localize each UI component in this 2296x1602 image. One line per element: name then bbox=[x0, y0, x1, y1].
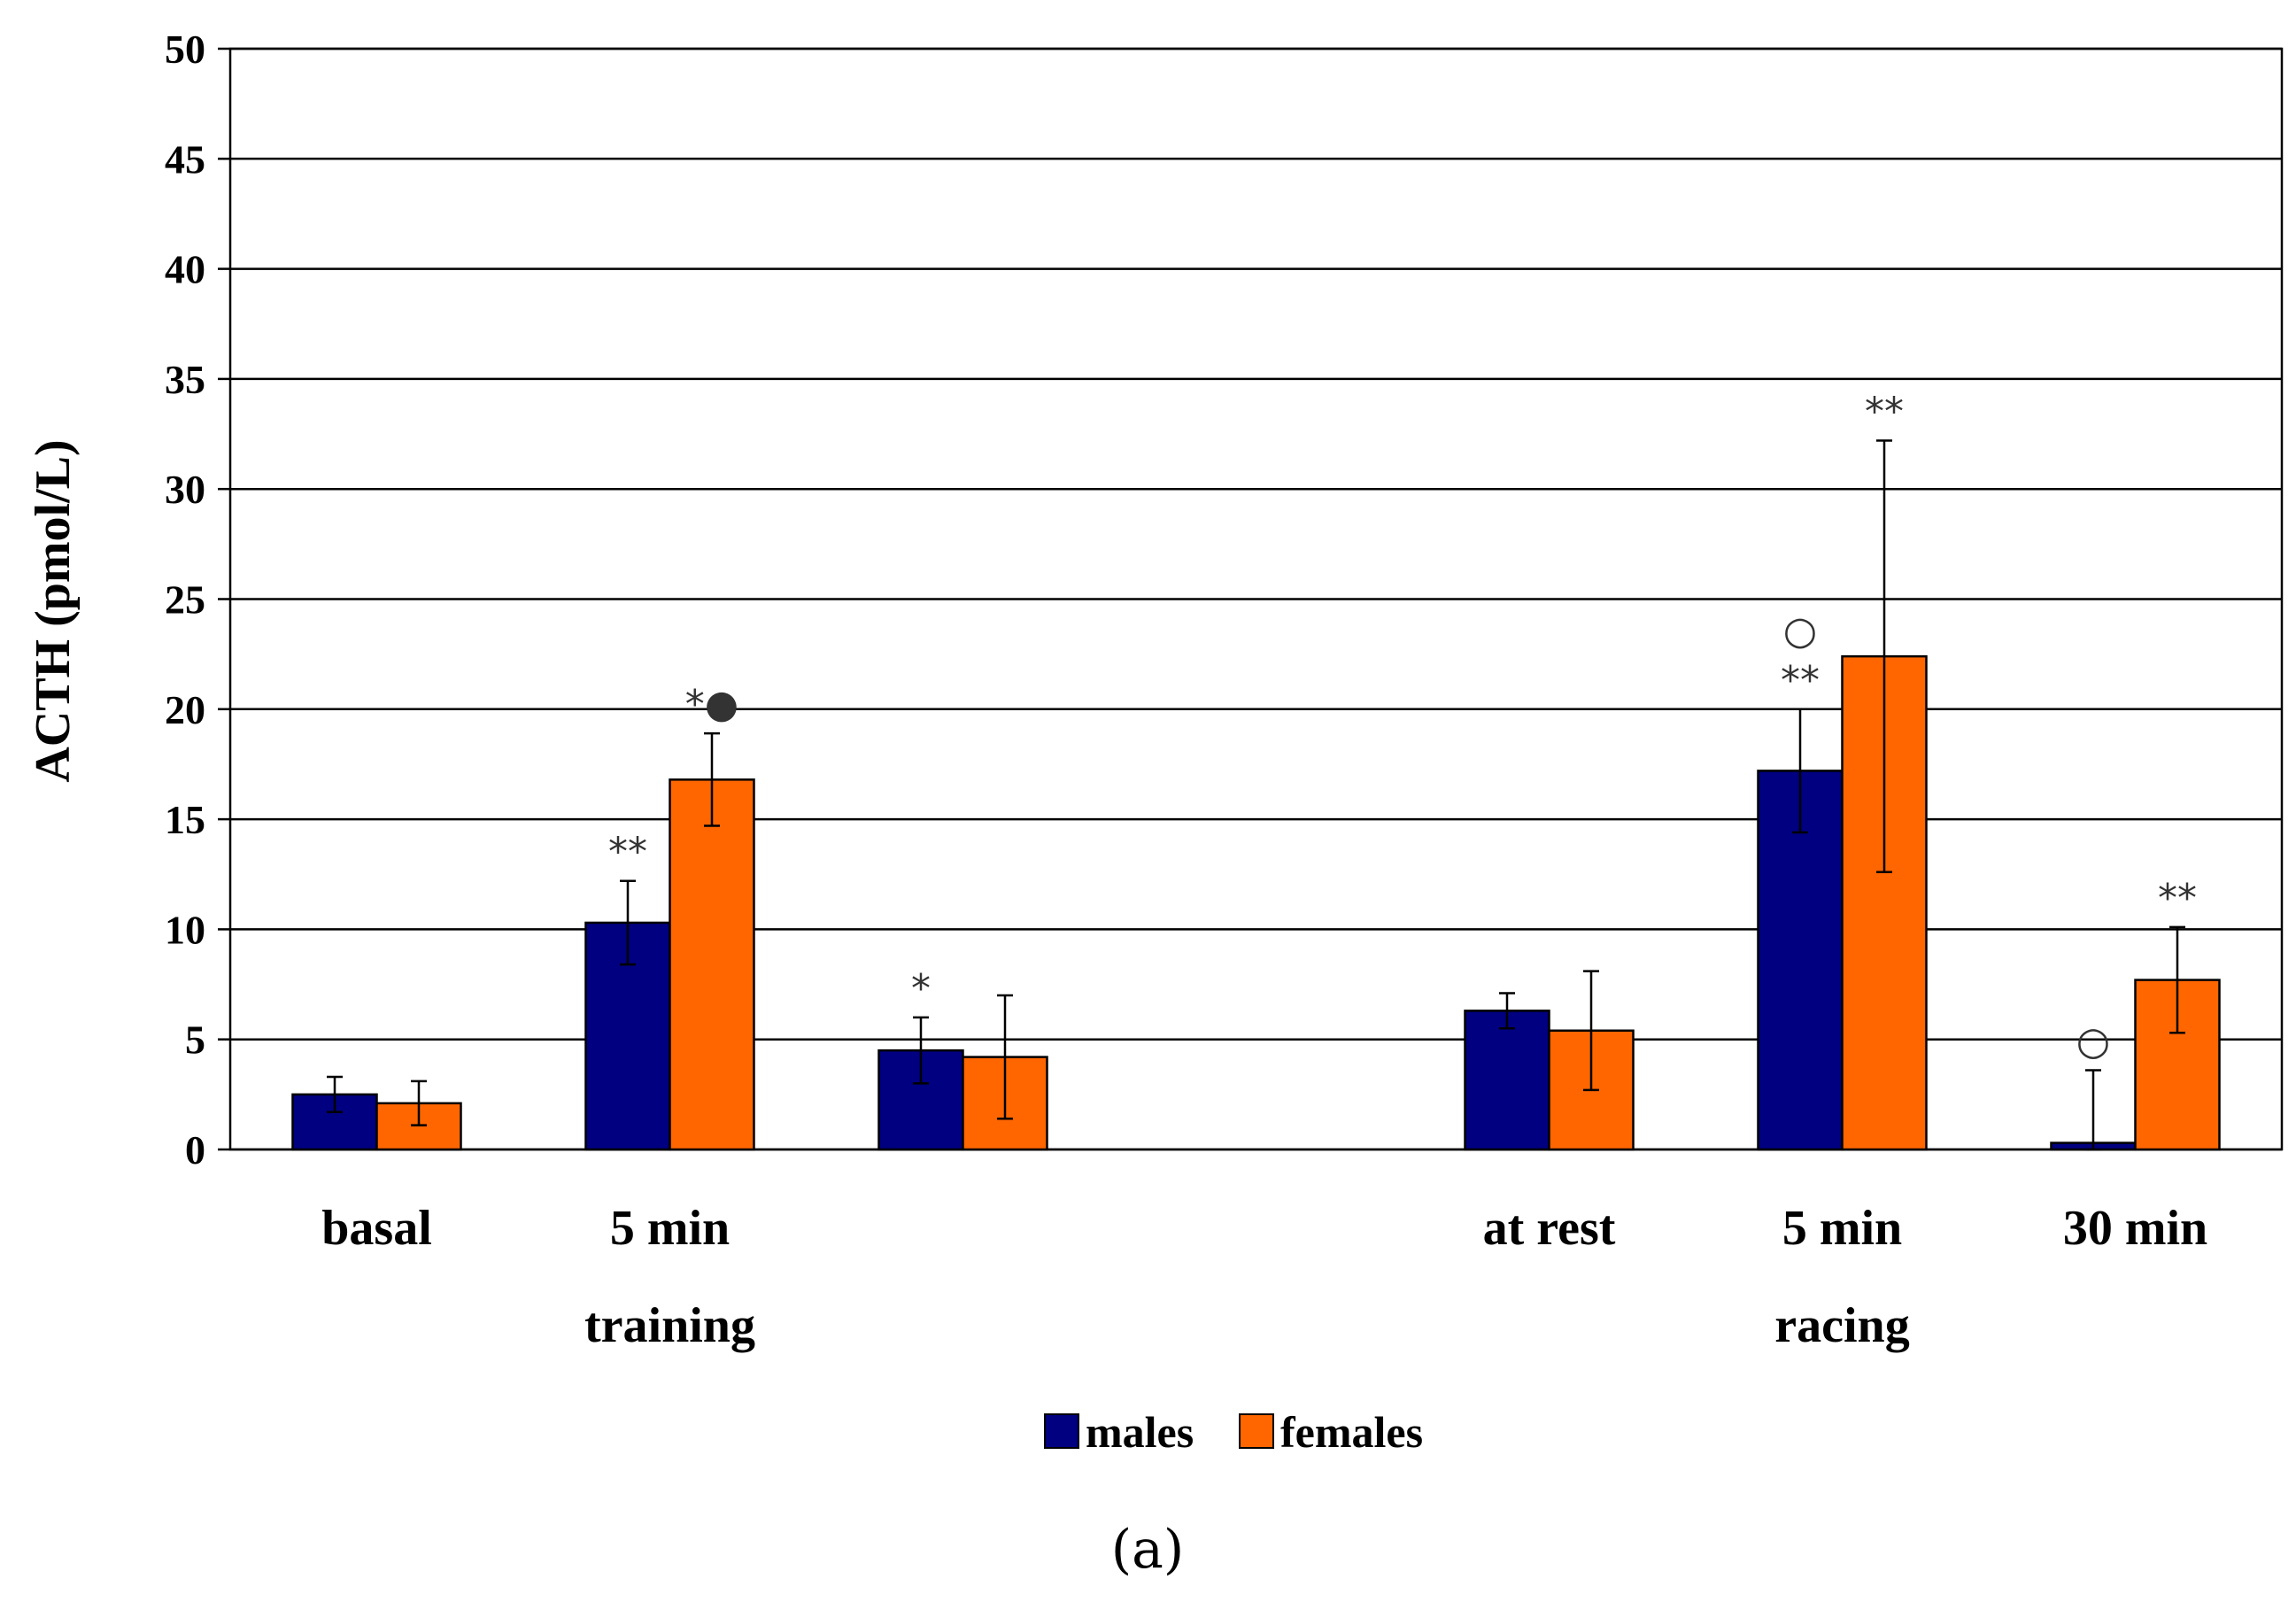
bar-males-5 bbox=[1757, 770, 1844, 1151]
y-tick-label: 45 bbox=[165, 136, 205, 182]
y-axis-label: ACTH (pmol/L) bbox=[26, 439, 81, 782]
y-tick-label: 40 bbox=[165, 247, 205, 292]
category-label-6: 30 min bbox=[2063, 1201, 2207, 1256]
category-label-5: 5 min bbox=[1782, 1201, 1902, 1256]
error-bars bbox=[327, 439, 2185, 1151]
bar-males-4 bbox=[1464, 1010, 1550, 1151]
figure-caption: (a) bbox=[1111, 1519, 1185, 1581]
legend-label-males: males bbox=[1086, 1407, 1194, 1457]
bar-females-1 bbox=[669, 778, 755, 1151]
annotation-7: ** bbox=[2158, 876, 2197, 921]
annotation-6: ○ bbox=[2076, 1019, 2110, 1064]
category-sublabel-5: racing bbox=[1774, 1298, 1909, 1353]
annotation-5: ** bbox=[1865, 390, 1904, 435]
y-tick-label: 35 bbox=[165, 357, 205, 402]
y-tick-label: 25 bbox=[165, 577, 205, 623]
category-label-1: 5 min bbox=[610, 1201, 730, 1256]
category-label-4: at rest bbox=[1483, 1201, 1616, 1256]
y-tick-label: 10 bbox=[165, 907, 205, 952]
category-sublabel-1: training bbox=[584, 1298, 755, 1353]
y-axis-ticks: 0 5 10 15 20 25 30 35 40 45 50 bbox=[165, 27, 230, 1172]
category-label-0: basal bbox=[321, 1201, 432, 1256]
y-tick-label: 0 bbox=[185, 1127, 205, 1172]
category-labels: basal 5 min training at rest 5 min racing 30 m… bbox=[321, 1201, 2207, 1353]
annotation-3: ** bbox=[1781, 658, 1820, 703]
legend-label-females: females bbox=[1280, 1407, 1423, 1457]
legend-swatch-females bbox=[1239, 1413, 1274, 1449]
gridlines bbox=[228, 47, 2284, 1151]
bars bbox=[291, 654, 2221, 1151]
y-tick-label: 50 bbox=[165, 27, 205, 72]
annotation-1: *● bbox=[685, 682, 738, 727]
y-tick-label: 30 bbox=[165, 467, 205, 512]
significance-annotations: ***●***○**○** bbox=[608, 390, 2197, 1064]
y-tick-label: 15 bbox=[165, 797, 205, 842]
legend: males females bbox=[1044, 1407, 1423, 1457]
annotation-4: ○ bbox=[1783, 608, 1817, 654]
annotation-0: ** bbox=[608, 830, 647, 875]
legend-swatch-males bbox=[1044, 1413, 1079, 1449]
annotation-2: * bbox=[911, 966, 931, 1011]
y-tick-label: 5 bbox=[185, 1018, 205, 1063]
y-tick-label: 20 bbox=[165, 687, 205, 732]
